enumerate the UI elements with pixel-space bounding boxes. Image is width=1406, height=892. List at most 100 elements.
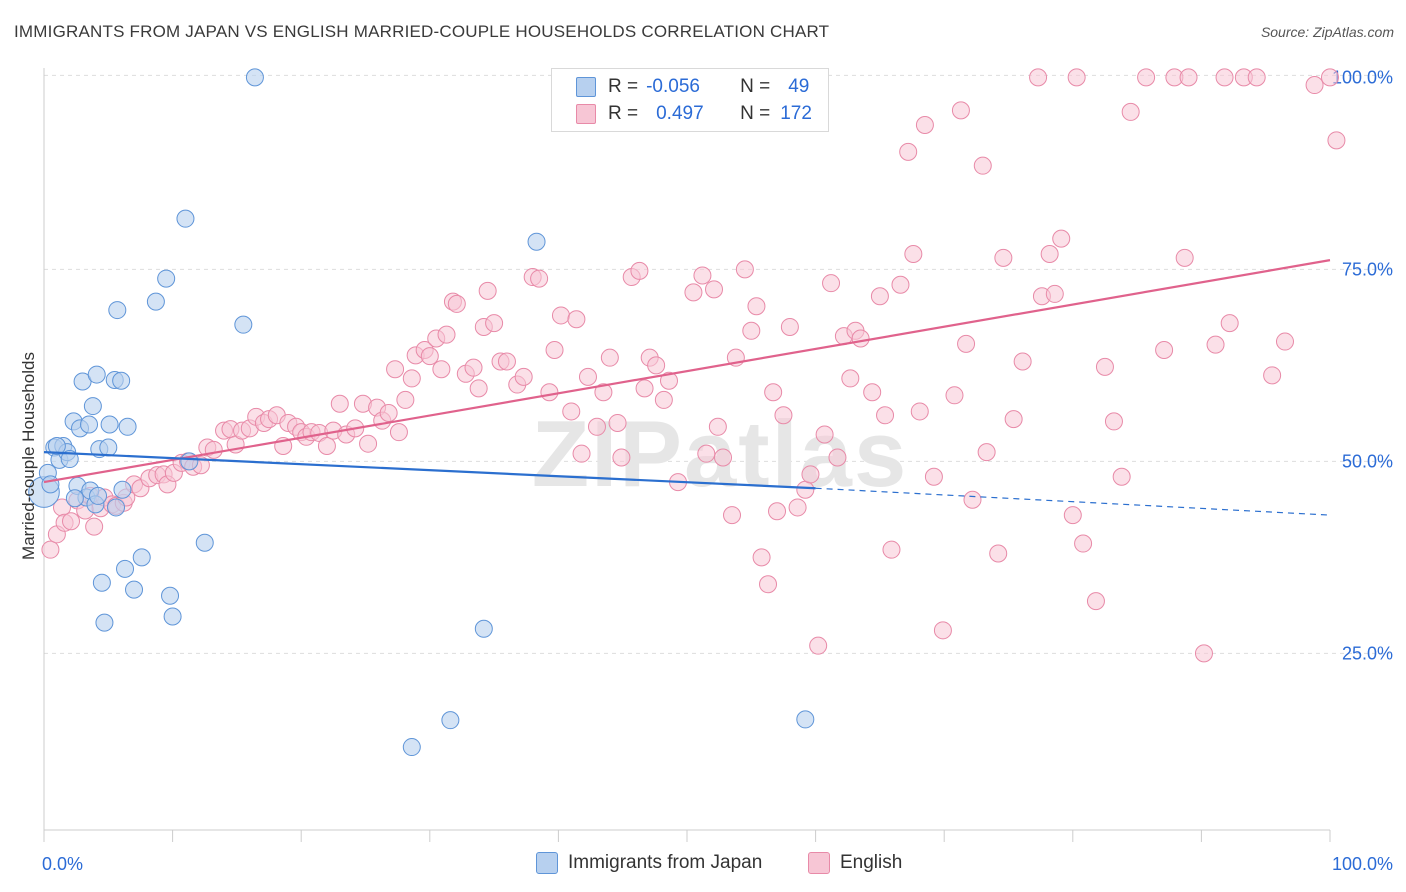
english-point bbox=[1321, 68, 1339, 87]
japan-point bbox=[161, 586, 180, 605]
japan-point bbox=[118, 417, 137, 436]
japan-point bbox=[108, 301, 127, 320]
english-point bbox=[572, 444, 591, 463]
english-point bbox=[478, 281, 497, 300]
english-point bbox=[951, 101, 970, 120]
japan-point bbox=[245, 68, 264, 87]
japan-point bbox=[89, 486, 108, 505]
english-point bbox=[828, 448, 847, 467]
japan-point bbox=[83, 397, 102, 416]
japan-point bbox=[100, 415, 119, 434]
english-point bbox=[1029, 68, 1048, 87]
legend-r-value: -0.056 bbox=[646, 76, 700, 97]
english-point bbox=[684, 283, 703, 302]
legend-label-japan: Immigrants from Japan bbox=[568, 852, 763, 873]
english-point bbox=[659, 371, 678, 390]
legend-label-english: English bbox=[840, 852, 903, 873]
japan-point bbox=[441, 711, 460, 730]
legend-item-japan[interactable]: Immigrants from Japan bbox=[536, 852, 762, 874]
english-point bbox=[759, 575, 778, 594]
english-point bbox=[924, 467, 943, 486]
legend-n-value: 49 bbox=[788, 76, 810, 97]
english-point bbox=[62, 512, 81, 531]
english-point bbox=[1086, 592, 1105, 611]
japan-point bbox=[176, 209, 195, 228]
english-point bbox=[204, 440, 223, 459]
english-point bbox=[396, 390, 415, 409]
english-point bbox=[447, 294, 466, 313]
legend-n-value: 172 bbox=[780, 103, 812, 124]
japan-point bbox=[157, 269, 176, 288]
english-point bbox=[774, 406, 793, 425]
english-point bbox=[1137, 68, 1156, 87]
english-point bbox=[764, 383, 783, 402]
source-credit: Source: ZipAtlas.com bbox=[1260, 24, 1394, 40]
english-point bbox=[1013, 352, 1032, 371]
japan-point bbox=[41, 475, 60, 494]
y-tick-label: 100.0% bbox=[1332, 67, 1393, 87]
japan-point bbox=[125, 580, 144, 599]
english-point bbox=[551, 306, 570, 325]
english-point bbox=[1004, 410, 1023, 429]
japan-point bbox=[47, 437, 66, 455]
legend-n-label: N = bbox=[740, 103, 771, 124]
english-point bbox=[973, 156, 992, 175]
english-point bbox=[567, 310, 586, 329]
x-tick-label: 0.0% bbox=[42, 854, 83, 874]
english-point bbox=[647, 356, 666, 375]
english-point bbox=[420, 347, 439, 366]
chart-title: IMMIGRANTS FROM JAPAN VS ENGLISH MARRIED… bbox=[14, 22, 830, 41]
japan-swatch-icon bbox=[576, 77, 596, 97]
english-trend-line bbox=[43, 259, 1331, 484]
english-point bbox=[1040, 245, 1059, 263]
english-point bbox=[1179, 68, 1198, 87]
japan-point bbox=[99, 438, 118, 457]
english-point bbox=[1215, 68, 1234, 87]
japan-point bbox=[80, 415, 99, 434]
english-point bbox=[735, 260, 754, 279]
japan-point bbox=[163, 607, 182, 626]
legend-r-label: R = bbox=[608, 103, 639, 124]
english-point bbox=[863, 383, 882, 402]
english-point bbox=[1220, 314, 1239, 333]
english-point bbox=[714, 448, 733, 467]
english-point bbox=[1263, 366, 1282, 385]
english-point bbox=[1206, 335, 1225, 354]
english-point bbox=[851, 329, 870, 348]
japan-point bbox=[87, 365, 106, 384]
english-point bbox=[1052, 229, 1071, 248]
english-point bbox=[562, 402, 581, 421]
english-point bbox=[1247, 68, 1266, 87]
english-point bbox=[742, 321, 761, 340]
japan-points bbox=[28, 68, 815, 757]
english-point bbox=[635, 379, 654, 398]
english-point bbox=[530, 269, 549, 288]
y-tick-label: 25.0% bbox=[1342, 643, 1393, 663]
english-point bbox=[85, 517, 104, 536]
english-point bbox=[752, 548, 771, 567]
japan-point bbox=[95, 613, 114, 632]
english-point bbox=[693, 266, 712, 285]
english-point bbox=[796, 480, 815, 499]
japan-point bbox=[112, 371, 131, 390]
english-point bbox=[780, 317, 799, 336]
correlation-legend: R = -0.056 N = 49 R = 0.497 N = 172 bbox=[551, 68, 829, 132]
english-point bbox=[1112, 467, 1131, 486]
japan-point bbox=[92, 573, 111, 592]
english-point bbox=[1095, 357, 1114, 376]
english-point bbox=[497, 352, 516, 371]
english-point bbox=[386, 360, 405, 379]
english-point bbox=[1327, 131, 1346, 150]
english-point bbox=[815, 425, 834, 444]
legend-r-label: R = bbox=[608, 76, 639, 97]
english-point bbox=[963, 490, 982, 509]
english-point bbox=[540, 383, 559, 402]
japan-point bbox=[234, 315, 253, 334]
legend-item-english[interactable]: English bbox=[808, 852, 902, 874]
english-point bbox=[705, 280, 724, 299]
english-point bbox=[612, 448, 631, 467]
english-points bbox=[41, 68, 1346, 663]
english-point bbox=[747, 297, 766, 316]
english-point bbox=[578, 367, 597, 386]
